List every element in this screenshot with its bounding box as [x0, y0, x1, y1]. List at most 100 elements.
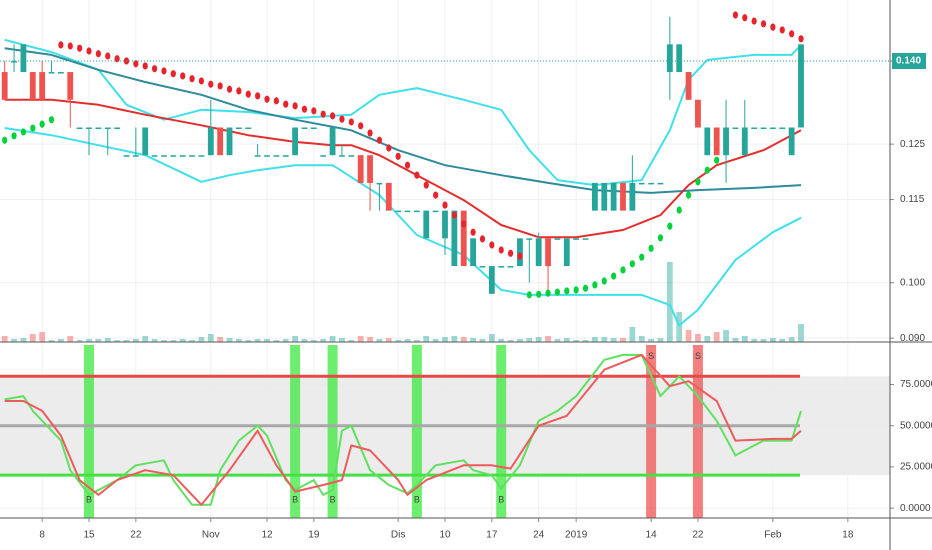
- candle-body: [329, 127, 336, 156]
- sar-dot: [367, 129, 373, 137]
- candle-body: [292, 127, 299, 156]
- sar-dot: [695, 178, 701, 186]
- volume-bar: [348, 340, 355, 342]
- sar-dot: [798, 35, 804, 43]
- volume-bar: [367, 337, 373, 342]
- volume-bar: [788, 337, 795, 342]
- sar-dot: [423, 181, 429, 189]
- candle-body: [29, 72, 36, 100]
- volume-bar: [620, 338, 626, 342]
- sar-dot: [573, 286, 579, 294]
- sar-dot: [245, 90, 251, 98]
- y-tick-label: 50.0000: [900, 420, 932, 431]
- sar-dot: [536, 290, 542, 298]
- sar-dot: [67, 42, 73, 50]
- sar-dot: [704, 166, 710, 174]
- volume-bar: [264, 339, 270, 342]
- volume-bar: [104, 338, 111, 342]
- candle-body: [732, 127, 739, 129]
- volume-bar: [301, 339, 308, 342]
- volume-bar: [198, 337, 205, 342]
- signal-band: [646, 345, 657, 518]
- candle-body: [235, 127, 242, 129]
- sar-dot: [264, 95, 270, 103]
- sar-dot: [292, 102, 298, 110]
- x-tick-label: Nov: [202, 530, 220, 541]
- sar-dot: [461, 220, 467, 228]
- volume-bar: [498, 339, 505, 342]
- volume-bar: [629, 327, 636, 342]
- sar-dot: [760, 20, 767, 28]
- candle-body: [545, 238, 551, 267]
- candle-body: [554, 238, 561, 240]
- candle-body: [498, 266, 505, 268]
- sar-dot: [386, 144, 392, 152]
- candle-body: [413, 210, 420, 213]
- candle-body: [723, 127, 729, 156]
- volume-bar: [526, 338, 533, 342]
- candle-body: [442, 210, 448, 239]
- volume-bar: [545, 336, 551, 342]
- candle-body: [357, 155, 364, 183]
- volume-bar: [695, 334, 701, 342]
- candle-body: [179, 155, 186, 157]
- candle-body: [39, 72, 46, 100]
- sar-dot: [348, 118, 354, 126]
- volume-bar: [554, 339, 561, 342]
- candle-body: [57, 72, 64, 74]
- volume-bar: [385, 338, 392, 342]
- candle-body: [348, 155, 355, 157]
- sar-dot: [526, 291, 532, 299]
- sar-dot: [11, 132, 17, 140]
- candle-body: [170, 155, 177, 157]
- candle-body: [676, 44, 683, 73]
- volume-bar: [339, 338, 345, 342]
- volume-bar: [132, 339, 139, 342]
- sar-dot: [358, 122, 364, 130]
- candle-body: [273, 155, 280, 157]
- sar-dot: [498, 246, 504, 254]
- volume-bar: [86, 339, 92, 342]
- volume-bar: [741, 336, 748, 342]
- sar-dot: [2, 136, 8, 144]
- volume-bar: [470, 338, 477, 342]
- sar-dot: [442, 201, 448, 209]
- signal-label: S: [648, 351, 654, 361]
- sar-dot: [339, 115, 345, 123]
- volume-bar: [442, 337, 448, 342]
- volume-bar: [114, 340, 121, 342]
- volume-bar: [161, 340, 167, 342]
- candle-body: [423, 210, 430, 239]
- sar-dot: [489, 241, 495, 249]
- sar-dot: [479, 235, 486, 243]
- volume-bar: [573, 340, 580, 342]
- volume-bar: [601, 337, 608, 342]
- indicator-line: [4, 47, 802, 194]
- candle-body: [198, 155, 205, 157]
- volume-bar: [666, 262, 673, 342]
- volume-bar: [189, 340, 195, 342]
- signal-label: B: [330, 494, 336, 504]
- candle-body: [751, 127, 758, 129]
- sar-dot: [236, 87, 242, 95]
- sar-dot: [611, 272, 617, 280]
- volume-bar: [1, 336, 8, 342]
- volume-bar: [582, 340, 589, 342]
- volume-bar: [732, 338, 739, 342]
- candle-body: [573, 238, 580, 240]
- sar-dot: [208, 80, 214, 88]
- volume-bar: [798, 324, 804, 342]
- sar-dot: [667, 222, 673, 230]
- sar-dot: [114, 55, 120, 63]
- candle-body: [432, 210, 439, 213]
- x-tick-label: 15: [83, 530, 95, 541]
- volume-bar: [245, 340, 252, 342]
- candle-body: [142, 127, 149, 156]
- sar-dot: [151, 65, 158, 73]
- volume-bar: [591, 337, 598, 342]
- sar-dot: [395, 152, 401, 160]
- candle-body: [695, 99, 701, 128]
- sar-dot: [742, 14, 748, 22]
- sar-dot: [657, 234, 664, 242]
- sar-dot: [48, 116, 55, 124]
